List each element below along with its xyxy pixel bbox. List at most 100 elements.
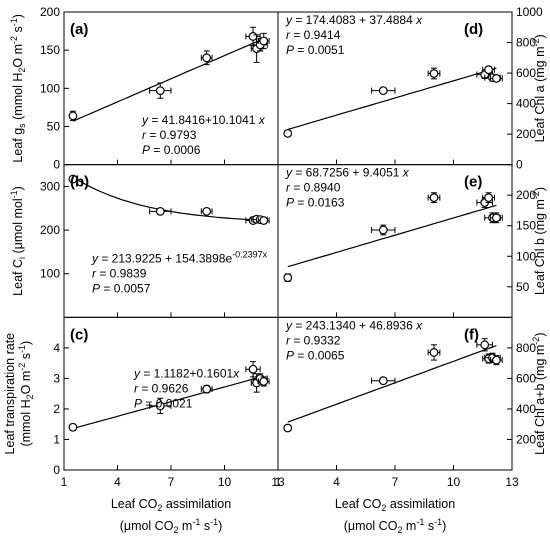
data-point	[427, 192, 441, 204]
y-tick-label: 100	[40, 81, 60, 95]
panel-e: 50 100 150 200 (e) y = 68.7256 + 9.4051 xr = …	[277, 164, 547, 318]
data-point	[490, 212, 503, 224]
data-point	[68, 174, 78, 184]
y-tick-label: 100	[516, 249, 536, 263]
y-tick-label: 150	[516, 219, 536, 233]
y-tick-label: 1000	[516, 5, 543, 19]
x-tick-label: 13	[505, 475, 519, 489]
y-tick-label: 400	[516, 402, 536, 416]
data-point	[149, 397, 172, 415]
data-point	[257, 376, 270, 387]
data-marker	[378, 225, 388, 235]
x-tick-label: 4	[114, 475, 121, 489]
y-tick-label: 200	[516, 127, 536, 141]
y-tick-label: 50	[516, 280, 530, 294]
data-point	[257, 32, 270, 50]
fit-line	[72, 38, 264, 122]
correlation-r: r = 0.9332	[286, 333, 341, 347]
panel-f: 200 400 600 800 1 4 7 10 13 (f) y = 243.1340 + 46.…	[275, 316, 547, 535]
y-axis-title: Leaf Chl a+b (mg m-2)	[531, 333, 547, 455]
data-marker	[429, 348, 439, 357]
data-point	[200, 50, 213, 66]
x-tick-label: 7	[392, 475, 399, 489]
y-tick-label: 50	[47, 120, 61, 134]
data-marker	[155, 86, 165, 96]
y-axis-title: Leaf gs (mmol H2O m-2 s-1)	[9, 14, 27, 163]
y-tick-label: 200	[40, 223, 60, 237]
panel-d: 0 200 400 600 800 1000 (d) y = 174.4083 + 37.48…	[277, 5, 547, 172]
panel-label: (c)	[70, 326, 88, 343]
data-marker	[202, 206, 212, 216]
data-marker	[155, 206, 165, 216]
data-marker	[429, 69, 439, 78]
data-point	[371, 86, 396, 96]
panel-label: (b)	[70, 174, 89, 191]
p-value: P = 0.0006	[142, 143, 201, 157]
correlation-r: r = 0.9839	[92, 267, 147, 281]
data-marker	[202, 384, 212, 394]
x-tick-label: 13	[271, 475, 285, 489]
data-marker	[492, 355, 501, 365]
y-tick-label: 200	[516, 432, 536, 446]
data-point	[283, 423, 293, 433]
data-marker	[429, 193, 439, 203]
data-marker	[68, 174, 78, 184]
p-value: P = 0.0057	[92, 282, 151, 296]
data-marker	[259, 36, 269, 46]
y-tick-label: 600	[516, 371, 536, 385]
panel-label: (a)	[70, 21, 88, 38]
y-tick-label: 200	[516, 188, 536, 202]
regression-equation: y = 41.8416+10.1041 x	[141, 113, 266, 127]
y-tick-label: 0	[516, 158, 523, 172]
data-marker	[484, 193, 494, 203]
data-marker	[492, 213, 501, 223]
x-tick-label: 1	[61, 475, 68, 489]
data-point	[482, 192, 495, 204]
correlation-r: r = 0.9414	[286, 28, 341, 42]
y-tick-label: 3	[53, 371, 60, 385]
y-axis-title: Leaf Chl a (mg m-2)	[531, 34, 547, 142]
panel-label: (d)	[464, 21, 483, 38]
fit-line	[287, 344, 497, 423]
data-point	[283, 273, 293, 283]
correlation-r: r = 0.8940	[286, 181, 341, 195]
data-point	[200, 384, 213, 394]
data-marker	[155, 401, 165, 411]
data-point	[371, 376, 396, 386]
correlation-r: r = 0.9626	[134, 381, 189, 395]
data-point	[490, 74, 503, 83]
data-marker	[68, 422, 78, 432]
data-point	[427, 67, 441, 80]
x-tick-label: 10	[218, 475, 232, 489]
y-tick-label: 300	[40, 179, 60, 193]
y-tick-label: 4	[53, 341, 60, 355]
p-value: P = 0.0065	[286, 348, 345, 362]
data-marker	[484, 65, 494, 75]
x-axis-title: Leaf CO2 assimilation	[111, 497, 231, 513]
data-marker	[68, 111, 78, 121]
regression-equation: y = 174.4083 + 37.4884 x	[285, 13, 423, 27]
regression-equation: y = 68.7256 + 9.4051 x	[285, 166, 410, 180]
y-tick-label: 0	[53, 158, 60, 172]
x-axis-units: (μmol CO2 m-1 s-1)	[344, 517, 447, 535]
data-marker	[283, 128, 293, 138]
data-marker	[248, 364, 258, 374]
y-tick-label: 2	[53, 402, 60, 416]
data-marker	[259, 216, 269, 225]
data-point	[490, 355, 503, 366]
data-marker	[283, 273, 293, 283]
y-tick-label: 200	[40, 5, 60, 19]
x-axis-units: (μmol CO2 m-1 s-1)	[120, 517, 223, 535]
panel-b: 100 200 300 (b) y = 213.9225 + 154.3898e-0.2…	[9, 164, 279, 318]
regression-equation: y = 243.1340 + 46.8936 x	[285, 318, 423, 332]
data-marker	[492, 74, 501, 83]
data-point	[68, 110, 78, 121]
data-point	[200, 206, 213, 216]
y-tick-label: 0	[53, 463, 60, 477]
data-marker	[480, 340, 490, 350]
p-value: P = 0.0021	[134, 396, 193, 410]
data-marker	[283, 423, 293, 433]
x-tick-label: 4	[333, 475, 340, 489]
fit-line	[287, 204, 497, 268]
